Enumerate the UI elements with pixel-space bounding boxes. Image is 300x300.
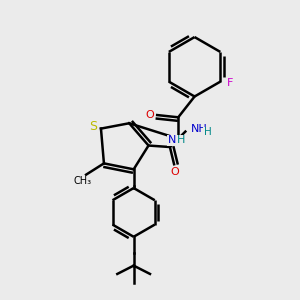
Text: NH: NH [191,124,208,134]
Text: F: F [226,78,233,88]
Text: O: O [170,167,179,177]
Text: CH₃: CH₃ [74,176,92,186]
Text: S: S [88,120,97,133]
Text: H: H [204,128,212,137]
Text: O: O [146,110,154,120]
Text: N: N [167,135,176,145]
Text: H: H [176,135,185,145]
